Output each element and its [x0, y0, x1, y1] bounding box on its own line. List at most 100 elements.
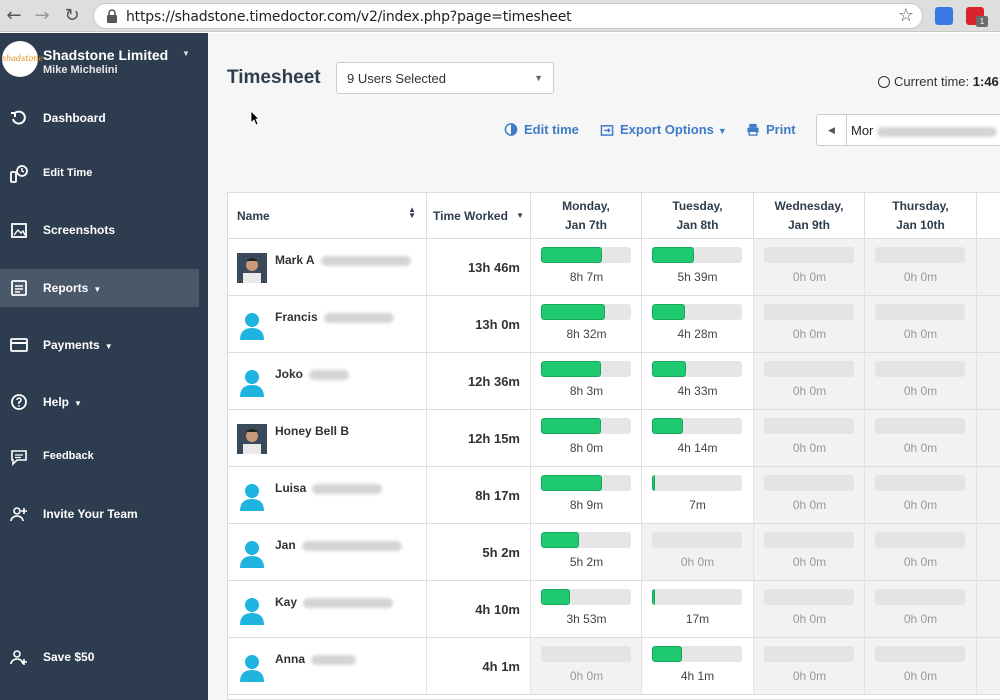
user-name[interactable]: Anna — [275, 652, 356, 666]
edit-time-button[interactable]: Edit time — [504, 122, 579, 137]
day-time-cell[interactable]: 4h 1m — [642, 638, 754, 694]
sidebar-item-help[interactable]: Help ▼ — [0, 383, 199, 421]
sidebar-item-invite-your-team[interactable]: Invite Your Team — [0, 495, 199, 533]
day-time-cell[interactable]: 0h 0m — [642, 524, 754, 580]
sidebar-item-payments[interactable]: Payments ▼ — [0, 326, 199, 364]
day-time-value: 4h 1m — [680, 669, 715, 683]
table-row[interactable]: Honey Bell B 12h 15m 8h 0m 4h 14m 0h 0m 0h 0m — [228, 410, 1000, 467]
day-time-cell[interactable]: 4h 33m — [642, 353, 754, 409]
day-time-cell[interactable]: 17m — [642, 581, 754, 637]
day-time-value: 0h 0m — [903, 270, 938, 284]
chevron-left-icon[interactable]: ◀ — [817, 115, 847, 145]
user-name[interactable]: Mark A — [275, 253, 411, 267]
table-row[interactable]: Kay 4h 10m 3h 53m 17m 0h 0m 0h 0m — [228, 581, 1000, 638]
day-time-cell[interactable]: 0h 0m — [754, 410, 865, 466]
time-worked-cell: 12h 36m — [427, 353, 531, 409]
day-time-cell[interactable]: 3h 53m — [531, 581, 642, 637]
day-time-cell[interactable]: 0h 0m — [865, 410, 977, 466]
day-time-cell[interactable]: 0h 0m — [754, 353, 865, 409]
day-time-cell[interactable]: 5h 39m — [642, 239, 754, 295]
day-time-cell[interactable]: 4h 14m — [642, 410, 754, 466]
user-name[interactable]: Honey Bell B — [275, 424, 350, 438]
day-time-cell[interactable]: 8h 9m — [531, 467, 642, 523]
table-row[interactable]: Francis 13h 0m 8h 32m 4h 28m 0h 0m 0h 0m — [228, 296, 1000, 353]
day-time-cell[interactable]: 0h 0m — [865, 524, 977, 580]
table-row[interactable]: Joko 12h 36m 8h 3m 4h 33m 0h 0m 0h 0m — [228, 353, 1000, 410]
sidebar-item-label: Payments ▼ — [43, 338, 113, 352]
day-time-value: 0h 0m — [792, 555, 827, 569]
user-name[interactable]: Luisa — [275, 481, 383, 495]
day-time-cell[interactable]: 0h 0m — [754, 638, 865, 694]
org-dropdown-caret-icon[interactable]: ▼ — [182, 49, 190, 58]
time-progress-bar — [875, 361, 965, 377]
sort-icon[interactable]: ▲ ▼ — [408, 205, 416, 220]
translate-extension-icon[interactable] — [935, 7, 953, 25]
user-name[interactable]: Francis — [275, 310, 394, 324]
table-row[interactable]: Mark A 13h 46m 8h 7m 5h 39m 0h 0m 0h 0m — [228, 239, 1000, 296]
day-time-value: 0h 0m — [680, 555, 715, 569]
sidebar-item-screenshots[interactable]: Screenshots — [0, 211, 199, 249]
day-time-cell[interactable]: 0h 0m — [754, 524, 865, 580]
user-name[interactable]: Jan — [275, 538, 402, 552]
user-name[interactable]: Joko — [275, 367, 350, 381]
sidebar-item-label: Screenshots — [43, 223, 116, 237]
day-time-cell[interactable]: 0h 0m — [754, 581, 865, 637]
bookmark-star-icon[interactable]: ☆ — [897, 5, 914, 26]
users-select[interactable]: 9 Users Selected ▼ — [336, 62, 554, 94]
table-row[interactable]: Jan 5h 2m 5h 2m 0h 0m 0h 0m 0h 0m — [228, 524, 1000, 581]
day-time-cell[interactable]: 8h 3m — [531, 353, 642, 409]
print-button[interactable]: Print — [746, 122, 796, 137]
name-cell: Honey Bell B — [228, 410, 427, 466]
date-range-picker[interactable]: ◀ Mor — [816, 114, 1000, 146]
day-time-cell[interactable]: 0h 0m — [754, 296, 865, 352]
sidebar-item-dashboard[interactable]: Dashboard — [0, 99, 199, 137]
export-options-button[interactable]: Export Options ▼ — [600, 122, 727, 137]
time-worked-cell: 13h 46m — [427, 239, 531, 295]
main-content: Timesheet 9 Users Selected ▼ Current tim… — [208, 33, 1000, 700]
time-progress-fill — [652, 418, 683, 434]
day-time-cell[interactable]: 0h 0m — [531, 638, 642, 694]
day-time-cell[interactable]: 0h 0m — [865, 638, 977, 694]
day-time-cell[interactable]: 0h 0m — [865, 467, 977, 523]
dashboard-icon — [11, 110, 26, 125]
column-header-time-worked[interactable]: Time Worked ▼ — [427, 193, 531, 239]
time-worked-value: 5h 2m — [482, 545, 520, 560]
name-cell: Luisa — [228, 467, 427, 523]
back-arrow-icon[interactable]: ← — [6, 5, 22, 26]
day-time-cell[interactable]: 8h 7m — [531, 239, 642, 295]
day-time-cell[interactable]: 4h 28m — [642, 296, 754, 352]
day-time-value: 0h 0m — [792, 612, 827, 626]
sidebar-item-save-50[interactable]: Save $50 — [0, 638, 199, 676]
day-time-cell[interactable]: 0h 0m — [865, 296, 977, 352]
day-time-cell[interactable]: 0h 0m — [865, 353, 977, 409]
clock-icon — [878, 76, 890, 88]
time-progress-fill — [652, 475, 655, 491]
time-worked-value: 4h 1m — [482, 659, 520, 674]
sidebar-item-reports[interactable]: Reports ▼ — [0, 269, 199, 307]
user-name[interactable]: Kay — [275, 595, 394, 609]
table-row[interactable]: Anna 4h 1m 0h 0m 4h 1m 0h 0m 0h 0m — [228, 638, 1000, 695]
time-progress-bar — [541, 304, 631, 320]
user-photo-avatar — [237, 253, 267, 283]
day-time-value: 17m — [685, 612, 710, 626]
sidebar-item-edit-time[interactable]: Edit Time — [0, 155, 199, 193]
day-time-cell[interactable]: 8h 32m — [531, 296, 642, 352]
day-time-cell[interactable]: 7m — [642, 467, 754, 523]
reload-icon[interactable]: ↻ — [64, 5, 80, 26]
time-progress-bar — [652, 304, 742, 320]
time-progress-bar — [875, 589, 965, 605]
day-time-cell[interactable]: 8h 0m — [531, 410, 642, 466]
day-time-cell[interactable]: 0h 0m — [865, 581, 977, 637]
table-row[interactable]: Luisa 8h 17m 8h 9m 7m 0h 0m 0h 0m — [228, 467, 1000, 524]
day-time-cell[interactable]: 0h 0m — [754, 239, 865, 295]
day-time-cell[interactable]: 5h 2m — [531, 524, 642, 580]
day-time-cell[interactable]: 0h 0m — [865, 239, 977, 295]
address-bar[interactable]: https://shadstone.timedoctor.com/v2/inde… — [93, 3, 923, 29]
time-worked-cell: 8h 17m — [427, 467, 531, 523]
column-header-name[interactable]: Name ▲ ▼ — [228, 193, 427, 239]
day-time-cell — [977, 296, 1000, 352]
org-name[interactable]: Shadstone Limited — [43, 47, 169, 63]
sidebar-item-feedback[interactable]: Feedback — [0, 438, 199, 476]
day-time-cell[interactable]: 0h 0m — [754, 467, 865, 523]
forward-arrow-icon[interactable]: → — [34, 5, 50, 26]
